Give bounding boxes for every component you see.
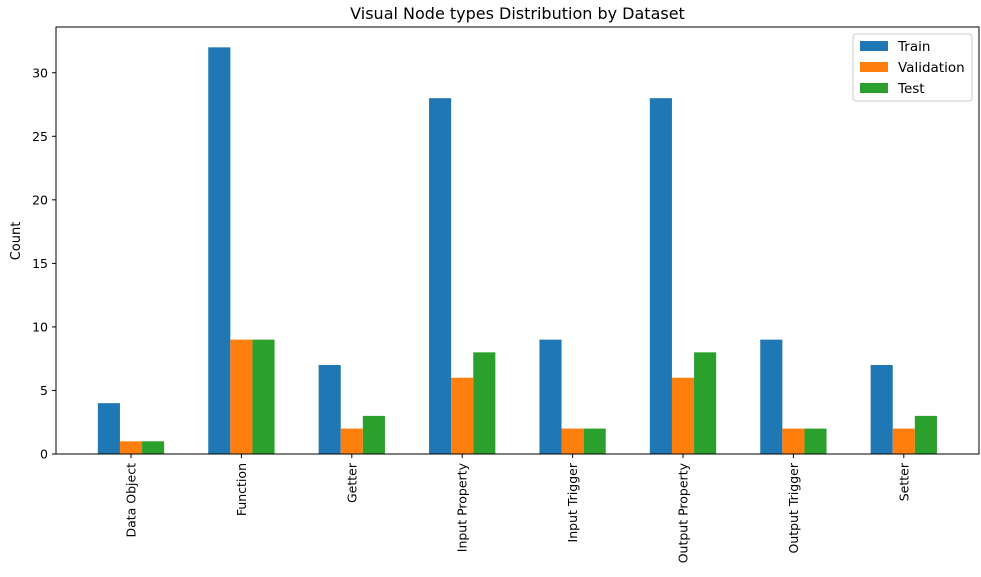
legend: Train Validation Test bbox=[852, 33, 973, 102]
bar-train-output-trigger bbox=[760, 339, 783, 455]
bar-test-data-object bbox=[142, 441, 165, 454]
y-tick-label: 30 bbox=[32, 65, 48, 80]
bar-train-input-trigger bbox=[539, 339, 562, 455]
y-tick-label: 5 bbox=[40, 383, 48, 398]
bar-train-function bbox=[208, 47, 231, 454]
y-tick-label: 20 bbox=[32, 192, 48, 207]
bar-test-input-trigger bbox=[583, 428, 606, 454]
legend-label-train: Train bbox=[897, 39, 930, 55]
legend-label-test: Test bbox=[897, 81, 925, 97]
bar-validation-input-trigger bbox=[561, 428, 584, 454]
x-tick-label: Setter bbox=[896, 462, 911, 501]
axes-frame bbox=[55, 26, 980, 455]
x-tick-label: Function bbox=[234, 463, 249, 516]
x-tick-label: Data Object bbox=[124, 463, 139, 538]
bar-test-output-property bbox=[694, 352, 717, 454]
y-ticks-group: 0 5 10 15 20 25 30 bbox=[32, 65, 56, 462]
bar-validation-setter bbox=[892, 428, 915, 454]
x-tick-label: Getter bbox=[344, 462, 359, 503]
legend-swatch-validation bbox=[860, 62, 888, 72]
y-tick-label: 0 bbox=[40, 447, 48, 462]
bar-validation-data-object bbox=[119, 441, 143, 454]
y-tick-label: 25 bbox=[32, 129, 48, 144]
bar-test-output-trigger bbox=[804, 428, 827, 454]
x-tick-label: Input Trigger bbox=[565, 462, 580, 542]
x-tick-label: Input Property bbox=[455, 462, 470, 552]
bar-test-setter bbox=[914, 415, 937, 455]
x-ticks-group: Data Object Function Getter Input Property I… bbox=[124, 454, 911, 563]
bar-train-output-property bbox=[649, 98, 672, 455]
bar-train-input-property bbox=[429, 98, 452, 455]
chart-title: Visual Node types Distribution by Datase… bbox=[350, 4, 685, 23]
bar-test-input-property bbox=[473, 352, 496, 454]
x-tick-label: Output Trigger bbox=[786, 462, 801, 553]
bar-train-getter bbox=[318, 365, 341, 454]
bar-validation-getter bbox=[340, 428, 363, 454]
bar-validation-function bbox=[230, 339, 253, 455]
bar-validation-output-trigger bbox=[782, 428, 805, 454]
legend-label-validation: Validation bbox=[898, 60, 965, 76]
y-tick-label: 15 bbox=[32, 256, 48, 271]
legend-swatch-test bbox=[860, 83, 888, 93]
y-tick-label: 10 bbox=[32, 319, 48, 334]
y-axis-label: Count bbox=[9, 222, 24, 261]
legend-swatch-train bbox=[860, 41, 888, 51]
bar-train-setter bbox=[870, 365, 893, 454]
bar-test-getter bbox=[362, 415, 385, 455]
bar-train-data-object bbox=[97, 403, 120, 454]
bars-group bbox=[97, 47, 937, 455]
bar-test-function bbox=[252, 339, 275, 455]
bar-validation-input-property bbox=[451, 377, 474, 454]
x-tick-label: Output Property bbox=[676, 462, 691, 563]
bar-validation-output-property bbox=[671, 377, 695, 454]
